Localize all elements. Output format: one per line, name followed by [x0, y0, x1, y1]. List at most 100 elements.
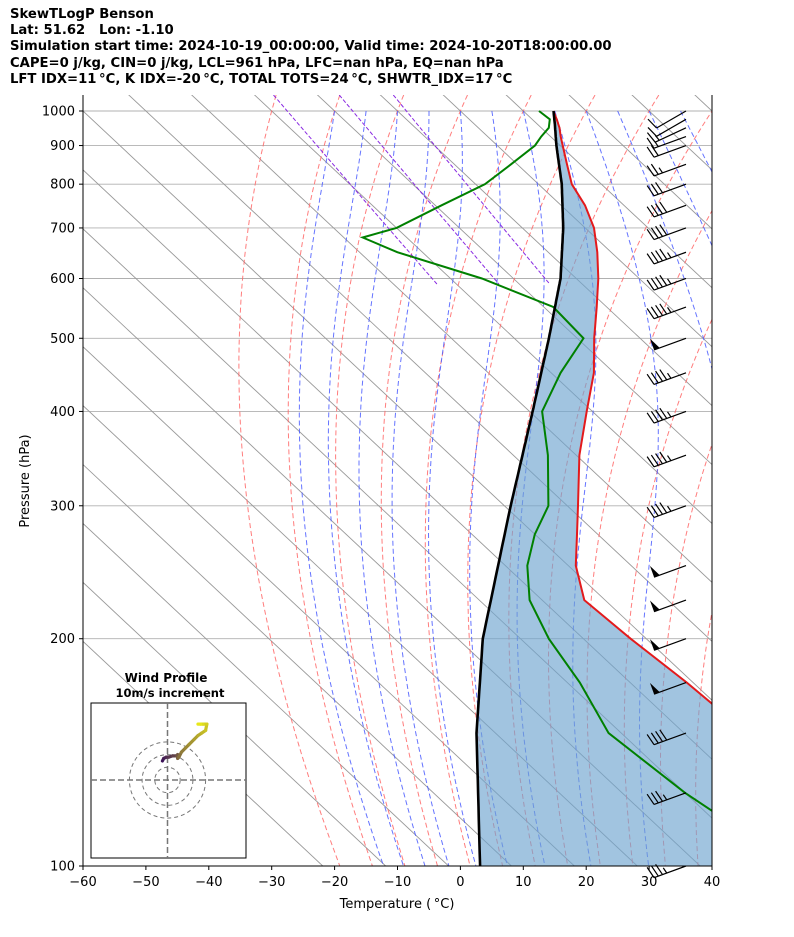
barb-feather	[650, 163, 659, 175]
moist-adiabat-line	[469, 110, 508, 866]
barb-staff	[653, 277, 687, 291]
moist-adiabat-line	[680, 110, 712, 174]
barb-staff	[653, 337, 687, 351]
mixing-ratio-line	[273, 95, 438, 285]
barb-staff	[653, 865, 687, 879]
barb-feather	[646, 253, 655, 265]
dry-adiabat-line	[547, 110, 712, 866]
barb-feather	[646, 228, 655, 240]
barb-feather	[667, 505, 672, 512]
barb-feather	[654, 141, 659, 147]
wind-barb	[649, 681, 687, 695]
wind-barb	[646, 863, 687, 879]
barb-feather	[650, 732, 659, 744]
axes: −60 −50 −40 −30 −20 −10 0 10 20 30 40 1000 900 800 700…	[42, 95, 720, 890]
barb-staff	[653, 732, 687, 746]
dry-adiabat-line	[659, 442, 712, 866]
barb-feather	[667, 307, 672, 313]
mixing-ratio-line	[338, 95, 500, 285]
barb-feather	[646, 506, 655, 518]
wind-barb	[646, 369, 687, 386]
barb-feather	[655, 276, 664, 288]
barb-feather	[659, 729, 668, 741]
hodograph-title: Wind Profile	[125, 671, 208, 685]
isotherm-line	[83, 581, 387, 866]
dry-adiabat-line	[380, 95, 468, 866]
barb-feather	[654, 135, 660, 141]
wind-barb	[646, 729, 687, 746]
y-axis-label: Pressure (hPa)	[18, 434, 33, 527]
barb-feather	[659, 224, 668, 236]
barb-staff	[653, 251, 687, 265]
barb-feather	[667, 455, 672, 462]
moist-adiabat-line	[617, 110, 712, 371]
stability-indices-line: LFT IDX=11 °C, K IDX=-20 °C, TOTAL TOTS=…	[10, 71, 513, 87]
x-axis-label: Temperature ( °C)	[339, 897, 455, 912]
wind-barb	[646, 144, 687, 158]
isotherm-line	[83, 110, 712, 701]
moist-adiabat-line	[585, 110, 659, 866]
barb-staff	[653, 681, 687, 695]
moist-adiabat-line	[648, 110, 712, 247]
y-tick-label: 600	[50, 272, 75, 287]
barb-feather	[659, 303, 668, 315]
barb-feather	[646, 793, 655, 805]
x-tick-label: 30	[641, 875, 658, 890]
barb-flag	[649, 639, 660, 651]
barb-staff	[653, 599, 687, 613]
wind-barb	[649, 337, 687, 351]
barb-feather	[650, 410, 659, 422]
barb-staff	[653, 792, 687, 806]
barb-feather	[655, 503, 664, 515]
barb-feather	[650, 865, 659, 877]
isotherm-line	[83, 522, 450, 866]
barb-staff	[653, 227, 687, 241]
wind-barb	[649, 564, 687, 578]
x-tick-label: 10	[515, 875, 532, 890]
barb-staff	[656, 118, 687, 137]
mixing-ratio-line	[392, 95, 551, 285]
wind-barb	[646, 201, 687, 218]
barb-staff	[656, 110, 687, 129]
dry-adiabat-line	[238, 95, 341, 866]
barb-feather	[650, 251, 659, 263]
barb-feather	[658, 167, 664, 174]
barb-staff	[653, 183, 687, 197]
barb-feather	[655, 250, 664, 262]
moist-adiabat-line	[298, 110, 385, 866]
x-tick-label: −50	[132, 875, 159, 890]
barb-staff	[653, 372, 687, 386]
dry-adiabat-line	[763, 95, 794, 866]
barb-feather	[647, 118, 657, 129]
isotherm-line	[316, 95, 712, 466]
y-tick-label: 300	[50, 499, 75, 514]
temperature-line	[552, 110, 712, 706]
y-tick-label: 200	[50, 632, 75, 647]
y-tick-label: 400	[50, 405, 75, 420]
barb-feather	[659, 407, 668, 419]
wind-barb	[646, 451, 687, 468]
x-tick-label: −40	[195, 875, 222, 890]
x-tick-label: −60	[69, 875, 96, 890]
moist-adiabat-line	[327, 110, 404, 866]
barb-feather	[662, 867, 668, 874]
barb-feather	[646, 308, 655, 319]
x-tick-label: 0	[456, 875, 464, 890]
isotherm-line	[83, 463, 513, 866]
barb-feather	[646, 373, 655, 385]
wind-barb	[646, 407, 687, 424]
barb-feather	[659, 451, 668, 463]
profile-lines	[359, 110, 712, 866]
cin-area-fill	[476, 111, 712, 866]
parcel-line	[475, 110, 565, 866]
isotherm-line	[505, 95, 712, 289]
barb-feather	[655, 731, 664, 742]
dry-adiabat-line	[424, 95, 532, 866]
wind-barb	[646, 182, 687, 197]
isotherm-line	[379, 95, 712, 407]
wind-barb	[647, 110, 687, 129]
dry-adiabat-line	[287, 95, 373, 866]
barb-feather	[655, 790, 664, 802]
y-tick-label: 100	[50, 860, 75, 875]
